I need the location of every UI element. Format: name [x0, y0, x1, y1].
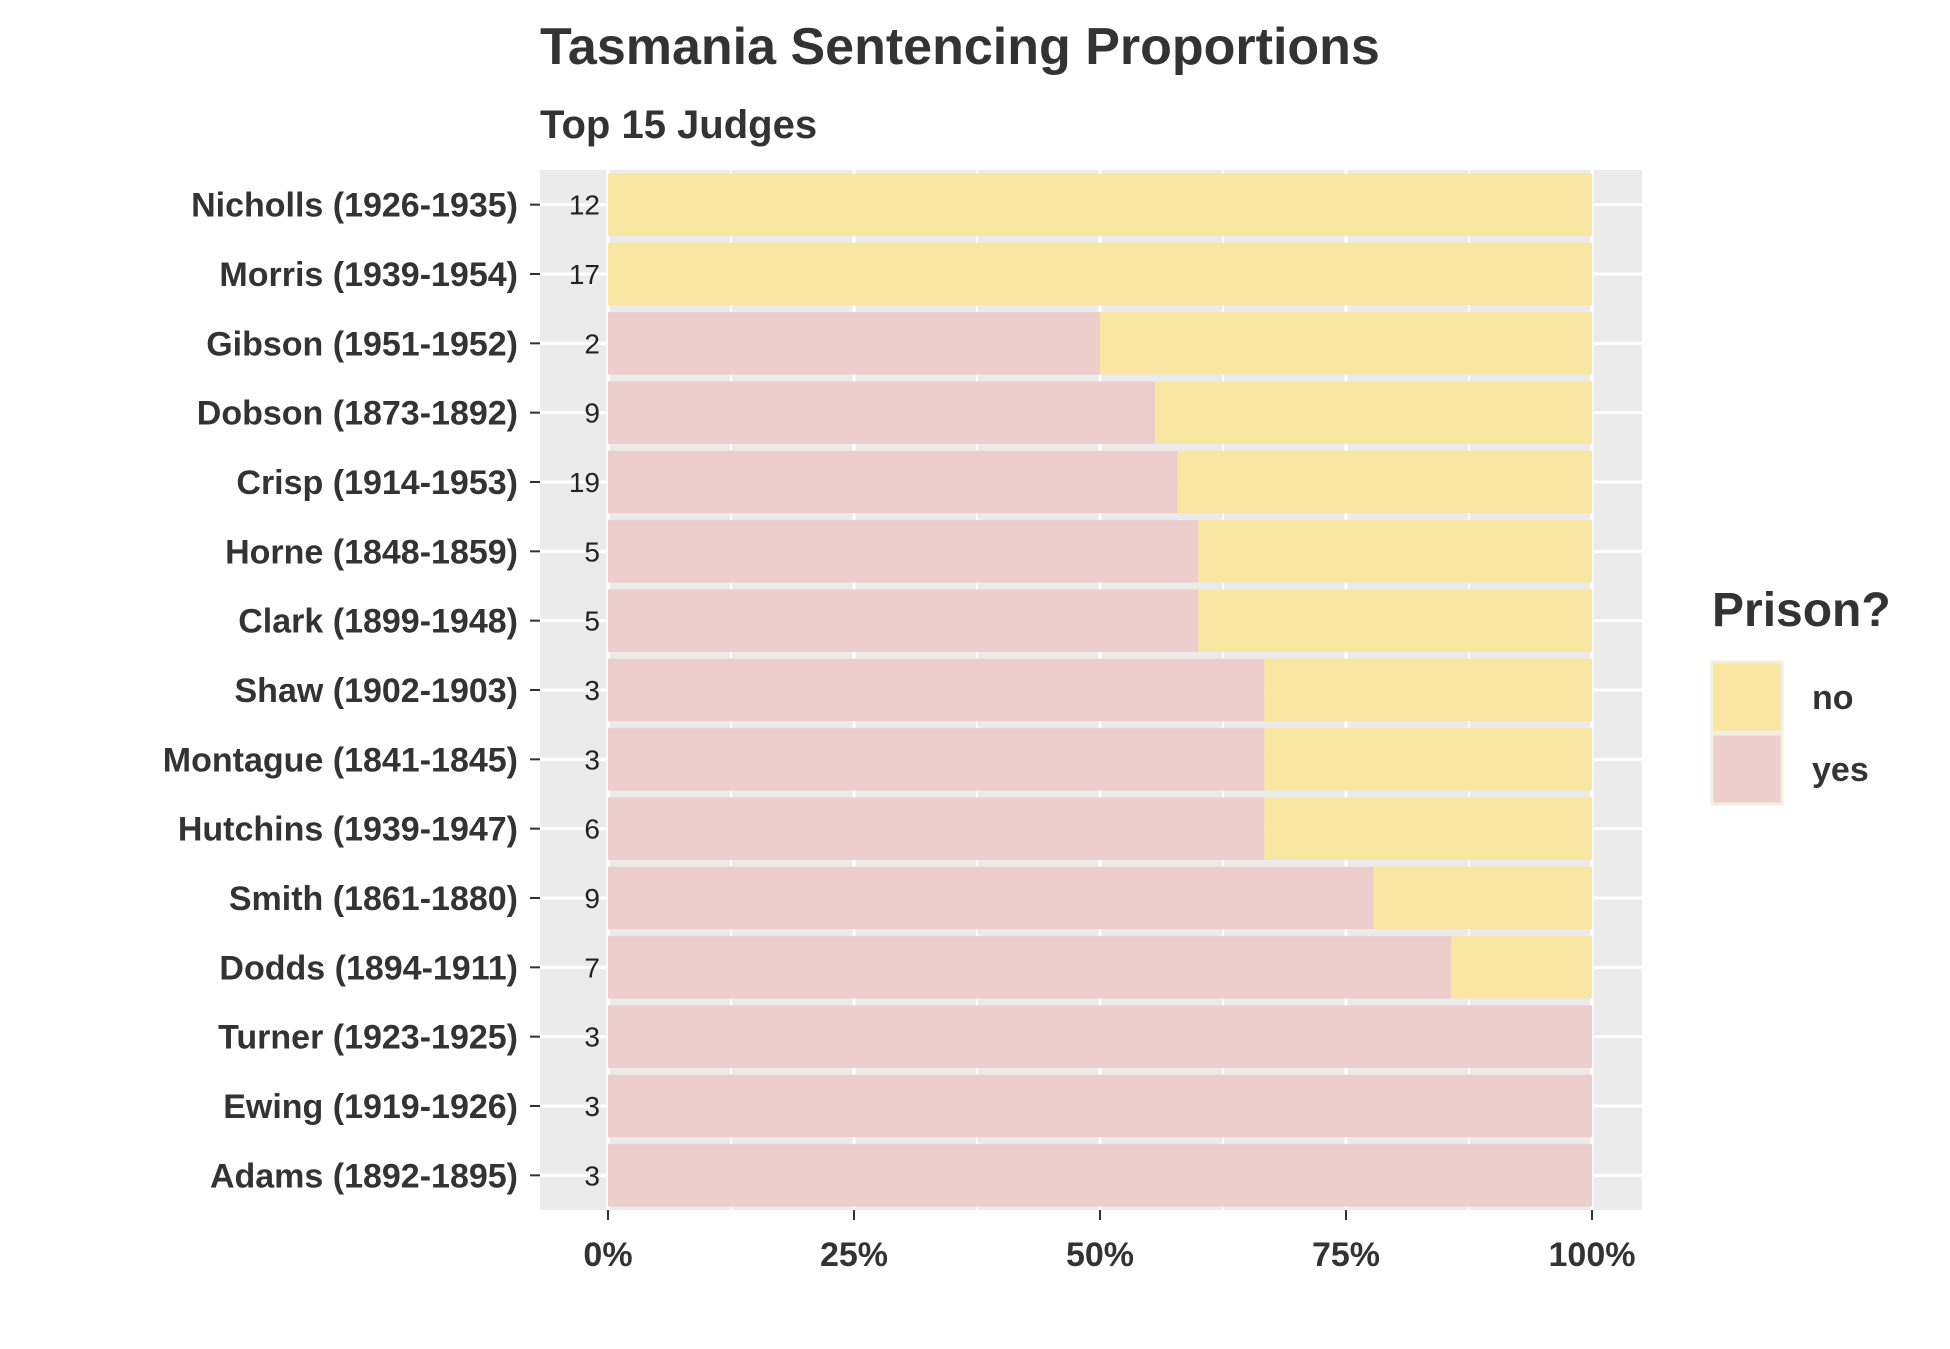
- bar-segment-yes: [608, 520, 1199, 583]
- bar-segment-no: [1155, 381, 1592, 444]
- bar-segment-yes: [608, 1074, 1592, 1138]
- y-tick-label: Ewing (1919-1926): [223, 1088, 518, 1126]
- count-label: 2: [584, 328, 600, 359]
- count-labels: 12 17 2 9 19 5 5 3 3 6 9 7 3 3 3: [569, 190, 600, 1192]
- y-tick-label: Shaw (1902-1903): [235, 672, 519, 710]
- legend-label-yes: yes: [1812, 751, 1869, 789]
- x-tick-label: 50%: [1066, 1236, 1134, 1274]
- bar-segment-no: [608, 242, 1592, 306]
- x-tick-label: 100%: [1549, 1236, 1636, 1274]
- bar-segment-yes: [608, 450, 1178, 514]
- y-tick-label: Horne (1848-1859): [225, 533, 518, 571]
- bar-segment-no: [1373, 866, 1592, 930]
- legend: Prison? no yes: [1710, 584, 1891, 806]
- legend-label-no: no: [1812, 679, 1854, 717]
- bar-segment-yes: [608, 1005, 1592, 1068]
- x-axis: 0% 25% 50% 75% 100%: [583, 1210, 1635, 1274]
- bar-segment-no: [1264, 658, 1592, 722]
- count-label: 7: [584, 952, 600, 983]
- count-label: 5: [584, 606, 600, 637]
- y-tick-label: Clark (1899-1948): [238, 603, 518, 641]
- bar-segment-no: [1264, 797, 1592, 860]
- count-label: 6: [584, 814, 600, 845]
- y-tick-label: Adams (1892-1895): [210, 1157, 518, 1195]
- bar-segment-yes: [608, 312, 1100, 375]
- y-tick-label: Smith (1861-1880): [229, 880, 518, 918]
- chart-title: Tasmania Sentencing Proportions: [540, 18, 1380, 76]
- y-tick-label: Nicholls (1926-1935): [191, 187, 518, 225]
- bar-segment-yes: [608, 658, 1265, 722]
- y-tick-label: Gibson (1951-1952): [206, 325, 518, 363]
- y-tick-label: Dobson (1873-1892): [197, 395, 518, 433]
- x-tick-label: 0%: [583, 1236, 632, 1274]
- count-label: 3: [584, 744, 600, 775]
- count-label: 3: [584, 1160, 600, 1191]
- legend-title: Prison?: [1712, 584, 1891, 637]
- count-label: 19: [569, 467, 600, 498]
- bar-segment-yes: [608, 589, 1199, 652]
- bar-segment-no: [1451, 936, 1592, 999]
- count-label: 17: [569, 259, 600, 290]
- count-label: 9: [584, 398, 600, 429]
- x-tick-label: 25%: [820, 1236, 888, 1274]
- bar-segment-no: [1177, 450, 1592, 514]
- count-label: 5: [584, 536, 600, 567]
- legend-key-yes: [1710, 732, 1784, 806]
- x-tick-label: 75%: [1312, 1236, 1380, 1274]
- bar-segment-no: [1198, 520, 1592, 583]
- count-label: 3: [584, 1091, 600, 1122]
- bar-segment-no: [1100, 312, 1592, 375]
- bar-segment-yes: [608, 1144, 1592, 1207]
- bar-segment-yes: [608, 728, 1265, 791]
- y-tick-label: Turner (1923-1925): [218, 1019, 518, 1057]
- count-label: 3: [584, 675, 600, 706]
- bars: [608, 173, 1592, 1207]
- count-label: 9: [584, 883, 600, 914]
- y-tick-label: Dodds (1894-1911): [219, 949, 518, 987]
- bar-segment-yes: [608, 797, 1265, 860]
- bar-segment-no: [608, 173, 1592, 236]
- chart-subtitle: Top 15 Judges: [540, 103, 817, 147]
- legend-key-no: [1710, 660, 1784, 734]
- y-tick-label: Morris (1939-1954): [219, 256, 518, 294]
- y-axis: Nicholls (1926-1935) Morris (1939-1954) Gi…: [163, 187, 540, 1195]
- bar-segment-yes: [608, 936, 1452, 999]
- count-label: 3: [584, 1022, 600, 1053]
- bar-segment-no: [1198, 589, 1592, 652]
- bar-segment-yes: [608, 866, 1374, 930]
- y-tick-label: Hutchins (1939-1947): [178, 811, 518, 849]
- bar-segment-no: [1264, 728, 1592, 791]
- y-tick-label: Crisp (1914-1953): [236, 464, 518, 502]
- y-tick-label: Montague (1841-1845): [163, 741, 518, 779]
- bar-segment-yes: [608, 381, 1156, 444]
- count-label: 12: [569, 190, 600, 221]
